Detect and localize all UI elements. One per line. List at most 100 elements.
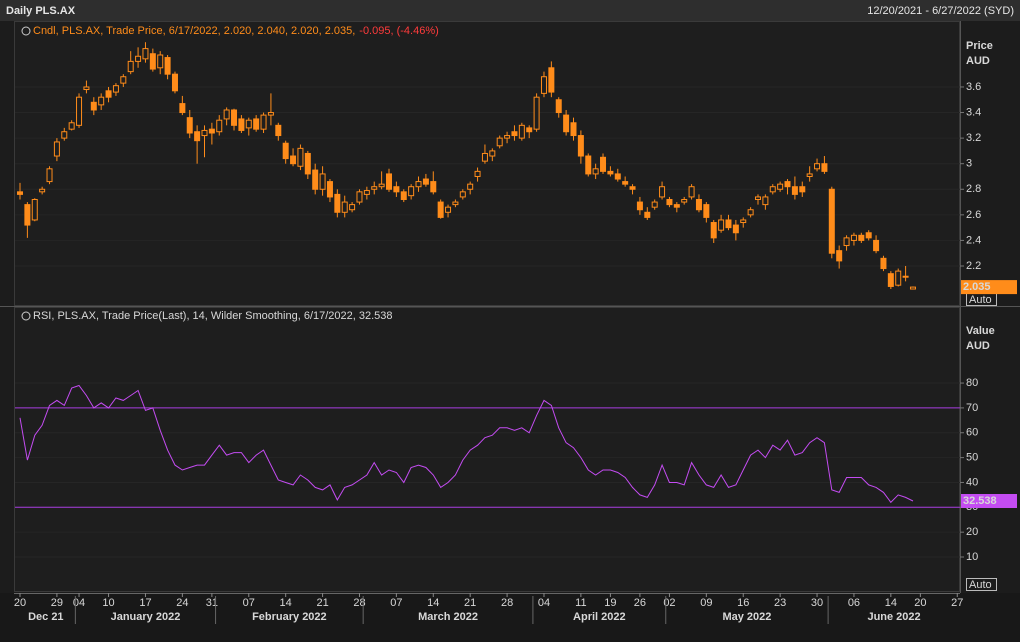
candle-body: [393, 186, 400, 193]
x-tick-label: 23: [774, 597, 786, 609]
y-axis-title: Price: [966, 40, 993, 52]
candle-body: [31, 198, 38, 221]
candle-body: [902, 275, 909, 278]
candle-body: [216, 119, 223, 133]
candle-body: [725, 219, 732, 229]
month-label: February 2022: [252, 611, 327, 623]
auto-button[interactable]: [966, 578, 997, 591]
y-axis-title: Value: [966, 325, 995, 337]
auto-label[interactable]: Auto: [969, 294, 992, 306]
candle-body: [408, 186, 415, 197]
y-tick-label: 3: [966, 158, 972, 170]
candle-body: [430, 181, 437, 193]
candle-body: [806, 173, 813, 177]
candle-body: [563, 114, 570, 133]
candle-body: [437, 201, 444, 218]
month-label: Dec 21: [28, 611, 63, 623]
candle-body: [511, 131, 518, 137]
candle-body: [267, 112, 274, 116]
candle-body: [703, 204, 710, 218]
candle-body: [607, 170, 614, 175]
x-tick-label: 07: [243, 597, 255, 609]
candle-body: [895, 270, 902, 286]
candle-body: [422, 178, 429, 185]
candle-body: [349, 204, 356, 211]
y-axis-unit: AUD: [966, 55, 990, 67]
x-tick-label: 20: [914, 597, 926, 609]
x-tick-label: 26: [634, 597, 646, 609]
candle-body: [629, 186, 636, 190]
candle-body: [740, 219, 747, 224]
candle-body: [400, 191, 407, 200]
price-legend: Cndl, PLS.AX, Trade Price, 6/17/2022, 2.…: [33, 25, 439, 37]
candle-body: [777, 183, 784, 190]
date-range: 12/20/2021 - 6/27/2022 (SYD): [867, 5, 1014, 17]
candle-body: [386, 173, 392, 190]
candle-body: [149, 53, 156, 70]
month-label: March 2022: [418, 611, 478, 623]
candle-body: [68, 122, 75, 130]
y-tick-label: 2.2: [966, 260, 981, 272]
candle-body: [858, 234, 865, 241]
candle-body: [718, 219, 725, 231]
candle-body: [909, 286, 916, 290]
x-tick-label: 14: [280, 597, 292, 609]
candle-body: [356, 191, 363, 203]
title-bar: [0, 0, 1020, 21]
x-axis-area: [0, 593, 1020, 642]
candle-body: [53, 141, 60, 157]
candle-body: [747, 209, 754, 216]
candle-body: [570, 122, 577, 137]
candle-body: [489, 150, 496, 157]
x-tick-label: 16: [737, 597, 749, 609]
candle-body: [253, 118, 260, 130]
rsi-panel: [14, 307, 960, 592]
candle-body: [496, 137, 503, 147]
candle-body: [865, 232, 872, 239]
candle-body: [238, 118, 245, 131]
candle-body: [24, 204, 31, 226]
y-tick-label: 80: [966, 377, 978, 389]
candle-body: [39, 188, 46, 193]
candle-body: [378, 183, 385, 188]
candle-body: [651, 201, 658, 208]
candle-body: [194, 131, 201, 142]
candle-body: [186, 117, 193, 134]
candle-body: [459, 191, 466, 198]
candle-body: [142, 48, 149, 60]
month-label: April 2022: [573, 611, 626, 623]
candle-body: [784, 181, 791, 188]
candle-body: [135, 55, 142, 62]
candle-body: [814, 163, 821, 170]
auto-label[interactable]: Auto: [969, 579, 992, 591]
x-tick-label: 14: [427, 597, 439, 609]
candle-body: [312, 169, 319, 190]
legend-icon[interactable]: [21, 311, 31, 321]
candle-body: [341, 201, 348, 213]
candle-body: [17, 191, 23, 195]
x-tick-label: 20: [14, 597, 26, 609]
candle-body: [105, 90, 112, 98]
candle-body: [275, 124, 282, 137]
candle-body: [481, 152, 488, 162]
candle-body: [622, 181, 629, 185]
y-tick-label: 3.6: [966, 81, 981, 93]
candle-body: [555, 99, 562, 114]
x-tick-label: 06: [848, 597, 860, 609]
month-label: May 2022: [722, 611, 771, 623]
candle-body: [415, 181, 422, 188]
x-tick-label: 09: [700, 597, 712, 609]
candle-body: [319, 173, 326, 190]
candle-body: [592, 168, 599, 175]
candle-body: [673, 204, 680, 208]
y-tick-label: 70: [966, 402, 978, 414]
last-value-label: 2.035: [963, 281, 991, 293]
y-axis-unit: AUD: [966, 340, 990, 352]
candle-body: [887, 273, 894, 287]
candle-body: [76, 96, 83, 126]
legend-icon[interactable]: [21, 26, 31, 36]
candle-body: [732, 224, 739, 234]
candle-body: [873, 239, 880, 252]
candle-body: [260, 114, 267, 130]
x-tick-label: 31: [206, 597, 218, 609]
